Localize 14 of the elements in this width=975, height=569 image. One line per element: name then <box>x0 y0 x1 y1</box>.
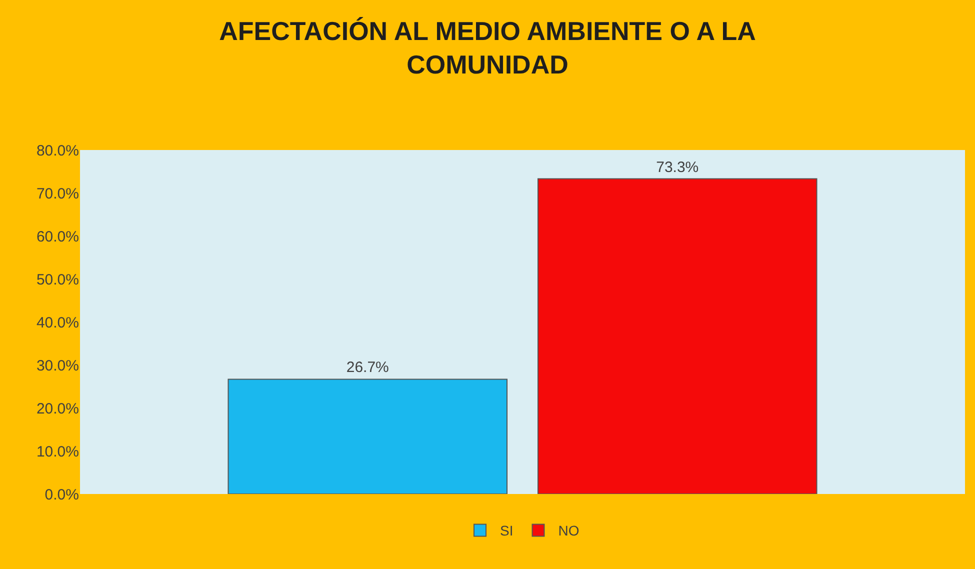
y-tick-label: 0.0% <box>44 486 79 504</box>
data-label: 73.3% <box>656 158 699 176</box>
legend-label: NO <box>558 522 580 539</box>
chart-title: AFECTACIÓN AL MEDIO AMBIENTE O A LA COMUNIDAD <box>219 16 756 80</box>
y-tick-label: 30.0% <box>36 357 79 374</box>
y-tick-label: 10.0% <box>36 443 79 460</box>
data-label: 26.7% <box>346 359 389 376</box>
y-tick-label: 50.0% <box>36 271 79 288</box>
y-tick-label: 40.0% <box>36 314 79 332</box>
y-tick-label: 20.0% <box>36 400 79 418</box>
y-tick-label: 70.0% <box>36 185 79 202</box>
y-tick-label: 80.0% <box>36 142 79 160</box>
y-tick-label: 60.0% <box>36 228 79 246</box>
legend-label: SI <box>500 522 514 539</box>
